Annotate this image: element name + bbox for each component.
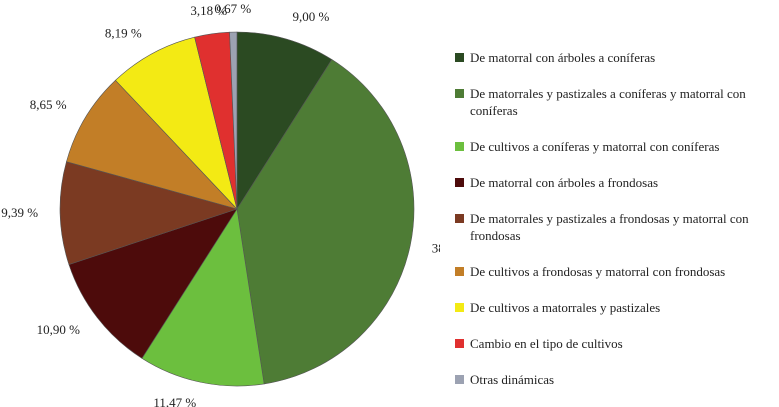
legend-item: De cultivos a frondosas y matorral con f… <box>455 263 775 280</box>
legend-item: De cultivos a coníferas y matorral con c… <box>455 138 775 155</box>
pie-area: 9,00 % 38,55 % 11,47 % 10,90 % 9,39 % 8,65 % 8… <box>1 1 440 407</box>
legend-swatch <box>455 214 464 223</box>
legend-label: De matorrales y pastizales a coníferas y… <box>470 86 746 118</box>
data-label: 8,19 % <box>105 25 142 40</box>
pie-slice <box>236 31 333 211</box>
legend-label: Cambio en el tipo de cultivos <box>470 336 623 351</box>
legend-label: De matorral con árboles a frondosas <box>470 175 659 190</box>
legend-label: De matorral con árboles a coníferas <box>470 50 656 65</box>
pie-slice <box>115 36 238 211</box>
legend-item: De cultivos a matorrales y pastizales <box>455 299 775 316</box>
pie-slice <box>141 208 265 387</box>
legend-swatch <box>455 267 464 276</box>
legend-item: De matorral con árboles a coníferas <box>455 49 775 66</box>
legend-item: Cambio en el tipo de cultivos <box>455 335 775 352</box>
pie-slice <box>229 31 238 210</box>
data-label: 9,39 % <box>1 205 38 220</box>
data-label: 8,65 % <box>30 97 67 112</box>
legend-swatch <box>455 178 464 187</box>
data-label: 0,67 % <box>214 1 251 16</box>
legend-label: De cultivos a matorrales y pastizales <box>470 300 661 315</box>
pie-slice <box>236 59 415 385</box>
legend-item: De matorral con árboles a frondosas <box>455 174 775 191</box>
data-label: 11,47 % <box>153 395 196 407</box>
legend-swatch <box>455 53 464 62</box>
pie-slice <box>59 161 239 265</box>
data-label: 10,90 % <box>37 322 81 337</box>
legend-swatch <box>455 142 464 151</box>
legend-swatch <box>455 89 464 98</box>
legend-item: Otras dinámicas <box>455 371 775 388</box>
legend-swatch <box>455 375 464 384</box>
legend-swatch <box>455 303 464 312</box>
legend-label: De cultivos a coníferas y matorral con c… <box>470 139 720 154</box>
data-label: 3,18 % <box>190 3 227 18</box>
legend: De matorral con árboles a coníferas De ma… <box>455 49 775 407</box>
pie-slice <box>66 79 238 210</box>
legend-label: Otras dinámicas <box>470 372 555 387</box>
pie-slice <box>68 208 238 359</box>
legend-label: De matorrales y pastizales a frondosas y… <box>470 211 749 243</box>
legend-item: De matorrales y pastizales a coníferas y… <box>455 85 775 119</box>
data-label: 9,00 % <box>293 9 330 24</box>
data-label: 38,55 % <box>432 241 440 256</box>
legend-label: De cultivos a frondosas y matorral con f… <box>470 264 726 279</box>
legend-swatch <box>455 339 464 348</box>
legend-item: De matorrales y pastizales a frondosas y… <box>455 210 775 244</box>
